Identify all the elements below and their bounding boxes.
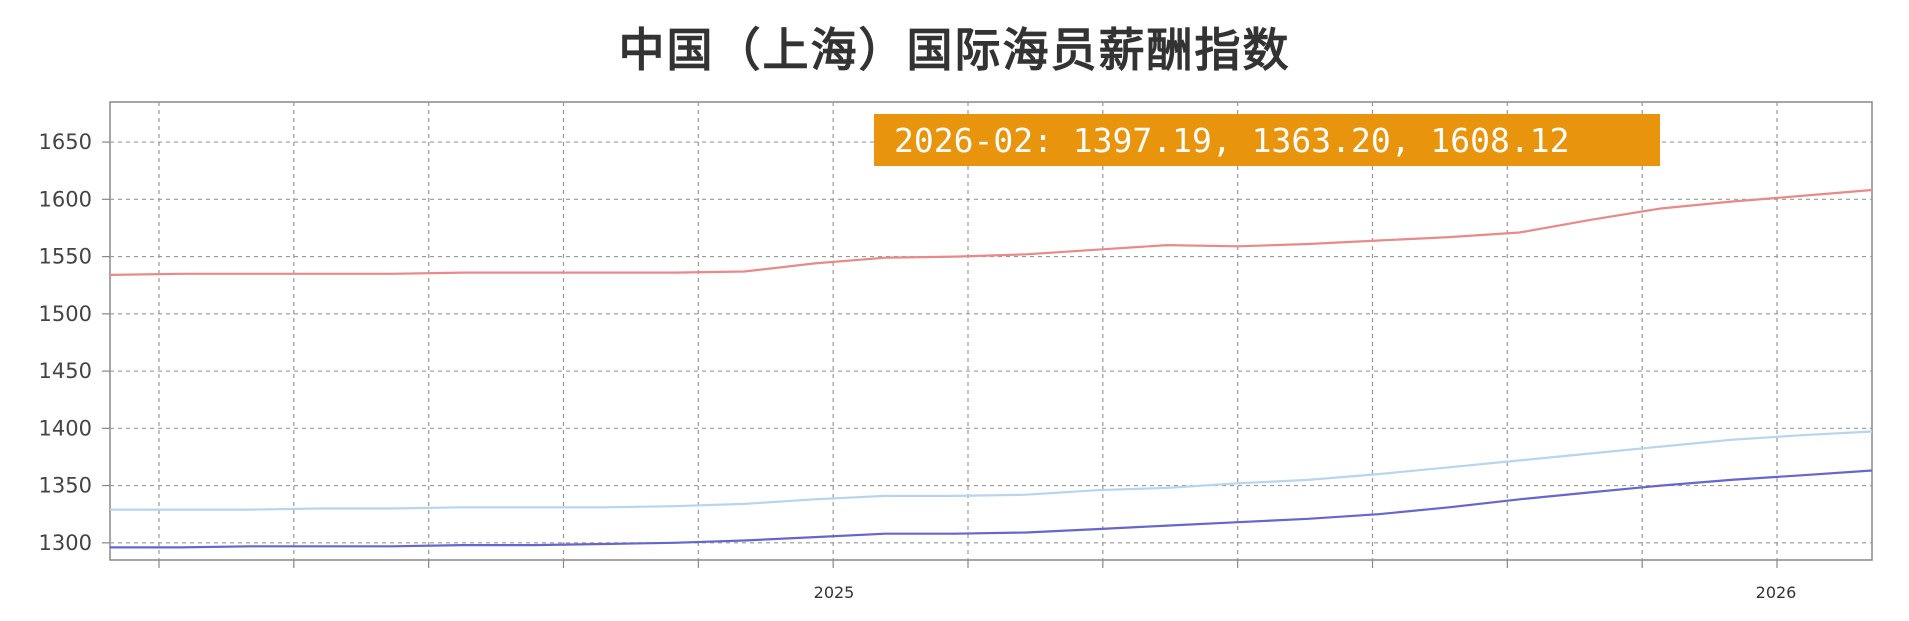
x-tick-label: 2026 <box>1756 583 1797 602</box>
plot-area <box>109 101 1873 561</box>
y-tick-label: 1350 <box>39 474 92 498</box>
x-tick-label: 2025 <box>814 583 855 602</box>
x-axis: 2025 2026 <box>158 560 1797 602</box>
chart-title: 中国（上海）国际海员薪酬指数 <box>618 23 1291 77</box>
series-line-3 <box>110 469 1873 549</box>
y-tick-label: 1400 <box>39 416 92 440</box>
series-line-1 <box>109 188 1873 276</box>
y-tick-label: 1500 <box>39 302 92 326</box>
series-group <box>109 188 1873 549</box>
tooltip: 2026-02: 1397.19, 1363.20, 1608.12 <box>874 114 1660 166</box>
y-tick-label: 1600 <box>39 187 92 211</box>
series-line-2 <box>110 430 1873 511</box>
tooltip-background <box>874 114 1660 166</box>
y-axis: 1300 1350 1400 1450 1500 1550 1600 1650 <box>39 130 110 555</box>
y-tick-label: 1300 <box>39 531 92 555</box>
y-tick-label: 1450 <box>39 359 92 383</box>
tooltip-text: 2026-02: 1397.19, 1363.20, 1608.12 <box>894 121 1570 160</box>
y-tick-label: 1650 <box>39 130 92 154</box>
y-tick-label: 1550 <box>39 245 92 269</box>
